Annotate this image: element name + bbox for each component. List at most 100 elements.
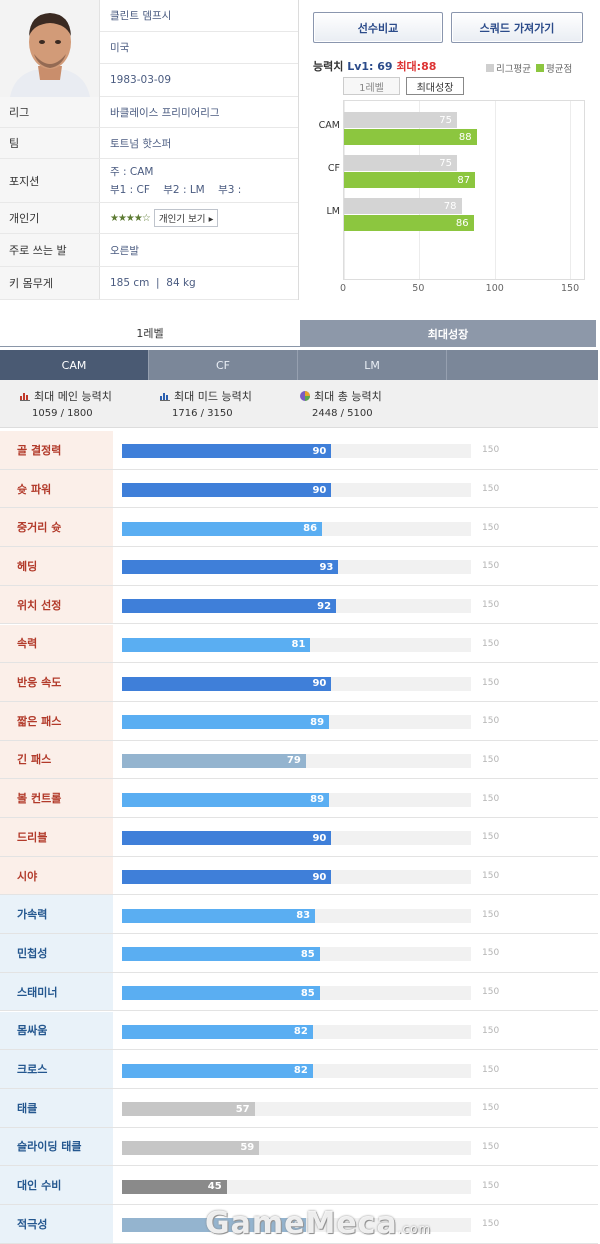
stat-bar: 90 (122, 483, 332, 498)
stat-max-label: 150 (482, 832, 500, 843)
foot-value: 오른발 (110, 244, 139, 257)
ability-label: 능력치 (313, 60, 344, 73)
skill-view-button[interactable]: 개인기 보기 ▸ (153, 209, 219, 227)
mini-chart-bar: 75 (344, 112, 457, 128)
mini-chart-category-label: LM (326, 206, 341, 217)
body-value: 185 cm | 84 kg (110, 277, 196, 289)
stat-bar-track: 89 (122, 715, 471, 730)
stat-row: 헤딩 93 150 (0, 547, 598, 586)
stat-label: 가속력 (0, 895, 113, 934)
mini-tab-lv1[interactable]: 1레벨 (343, 77, 400, 95)
stat-row: 긴 패스 79 150 (0, 740, 598, 780)
stat-bar-track: 79 (122, 753, 471, 768)
team-value: 토트넘 핫스퍼 (110, 137, 172, 150)
position-tab-lm[interactable]: LM (298, 350, 447, 380)
stat-max-label: 150 (482, 1064, 500, 1075)
stat-max-label: 150 (482, 987, 500, 998)
divider (298, 0, 299, 300)
bar-chart-red-icon (20, 393, 30, 401)
skill-value: ★★★★☆ 개인기 보기 ▸ (100, 209, 219, 227)
compare-player-button[interactable]: 선수비교 (313, 12, 443, 43)
stat-row: 속력 81 150 (0, 624, 598, 664)
stat-bar-track: 82 (122, 1024, 471, 1039)
mini-chart-bar: 88 (344, 129, 477, 145)
team-label: 팀 (0, 128, 100, 158)
stat-row: 스태미너 85 150 (0, 972, 598, 1012)
stat-row: 가속력 83 150 (0, 895, 598, 935)
stat-row: 슬라이딩 태클 59 150 (0, 1127, 598, 1167)
stat-bar: 89 (122, 715, 330, 730)
summary-main: 최대 메인 능력치 1059 / 1800 (20, 388, 112, 419)
legend-avg-label: 평균점 (545, 64, 573, 75)
profile-row-foot: 주로 쓰는 발 오른발 (0, 234, 298, 267)
summary-total-label: 최대 총 능력치 (314, 390, 382, 403)
stat-bar: 85 (122, 947, 320, 962)
stat-label: 골 결정력 (0, 431, 113, 469)
stat-bar-track: 45 (122, 1179, 471, 1194)
stat-bar-track: 90 (122, 444, 471, 459)
position-tab-empty (447, 350, 596, 380)
stat-bar: 45 (122, 1179, 227, 1194)
stat-row: 대인 수비 45 150 (0, 1166, 598, 1205)
stat-label: 위치 선정 (0, 585, 113, 624)
stat-row: 위치 선정 92 150 (0, 585, 598, 625)
position-label: 포지션 (0, 159, 100, 202)
position-tab-cf[interactable]: CF (149, 350, 298, 380)
stat-label: 볼 컨트롤 (0, 779, 113, 817)
stat-max-label: 150 (482, 754, 500, 765)
skill-stars: ★★★★☆ (110, 212, 151, 224)
stat-bar: 90 (122, 676, 332, 691)
player-photo (0, 0, 100, 97)
stat-max-label: 150 (482, 1219, 500, 1230)
stat-max-label: 150 (482, 793, 500, 804)
stat-max-label: 150 (482, 1141, 500, 1152)
take-squad-button[interactable]: 스쿼드 가져가기 (451, 12, 583, 43)
stat-label: 슬라이딩 태클 (0, 1127, 113, 1166)
stat-max-label: 150 (482, 909, 500, 920)
stat-max-label: 150 (482, 638, 500, 649)
mini-tab-max[interactable]: 최대성장 (406, 77, 464, 95)
stat-bar-track: 85 (122, 947, 471, 962)
sub-positions: 부1 : CF 부2 : LM 부3 : (110, 183, 242, 196)
ability-header: 능력치 Lv1: 69 최대:88 (313, 58, 436, 74)
player-birth: 1983-03-09 (100, 64, 298, 97)
mini-chart-gridline (344, 101, 345, 279)
stat-label: 적극성 (0, 1205, 113, 1243)
stat-label: 짧은 패스 (0, 701, 113, 740)
mini-chart-tick-label: 50 (412, 283, 425, 294)
stat-bar-track: 81 (122, 637, 471, 652)
profile-row-team: 팀 토트넘 핫스퍼 (0, 128, 298, 159)
stat-bar: 83 (122, 908, 316, 923)
stat-bar-track: 59 (122, 1140, 471, 1155)
mini-chart-legend: 리그평균 평균점 (486, 61, 572, 75)
stat-label: 몸싸움 (0, 1011, 113, 1050)
stat-bar-track: 82 (122, 1063, 471, 1078)
stat-bar-track: 92 (122, 599, 471, 614)
stat-bar: 85 (122, 986, 320, 1001)
mini-chart-bar: 78 (344, 198, 462, 214)
mini-chart-gridline (494, 101, 496, 279)
stat-label: 긴 패스 (0, 740, 113, 779)
stat-bar-track: 57 (122, 1102, 471, 1117)
stat-row: 몸싸움 82 150 (0, 1011, 598, 1051)
stat-bar-track: 93 (122, 560, 471, 575)
stat-label: 슛 파워 (0, 469, 113, 508)
legend-league-label: 리그평균 (496, 64, 531, 75)
stat-bar: 79 (122, 1218, 306, 1233)
stat-row: 중거리 슛 86 150 (0, 508, 598, 548)
summary-main-label: 최대 메인 능력치 (34, 390, 112, 403)
stat-bar-track: 90 (122, 483, 471, 498)
ability-max: 최대:88 (396, 60, 437, 73)
stat-max-label: 150 (482, 871, 500, 882)
foot-label: 주로 쓰는 발 (0, 234, 100, 266)
stat-row: 슛 파워 90 150 (0, 469, 598, 509)
tab-max-growth[interactable]: 최대성장 (300, 320, 596, 347)
profile-row-skill: 개인기 ★★★★☆ 개인기 보기 ▸ (0, 203, 298, 234)
stat-label: 헤딩 (0, 547, 113, 585)
mini-chart-bar: 75 (344, 155, 457, 171)
stat-row: 크로스 82 150 (0, 1050, 598, 1089)
tab-lv1[interactable]: 1레벨 (0, 320, 300, 347)
stat-max-label: 150 (482, 677, 500, 688)
position-tab-cam[interactable]: CAM (0, 350, 149, 380)
summary-bar: 최대 메인 능력치 1059 / 1800 최대 미드 능력치 1716 / 3… (0, 380, 598, 428)
